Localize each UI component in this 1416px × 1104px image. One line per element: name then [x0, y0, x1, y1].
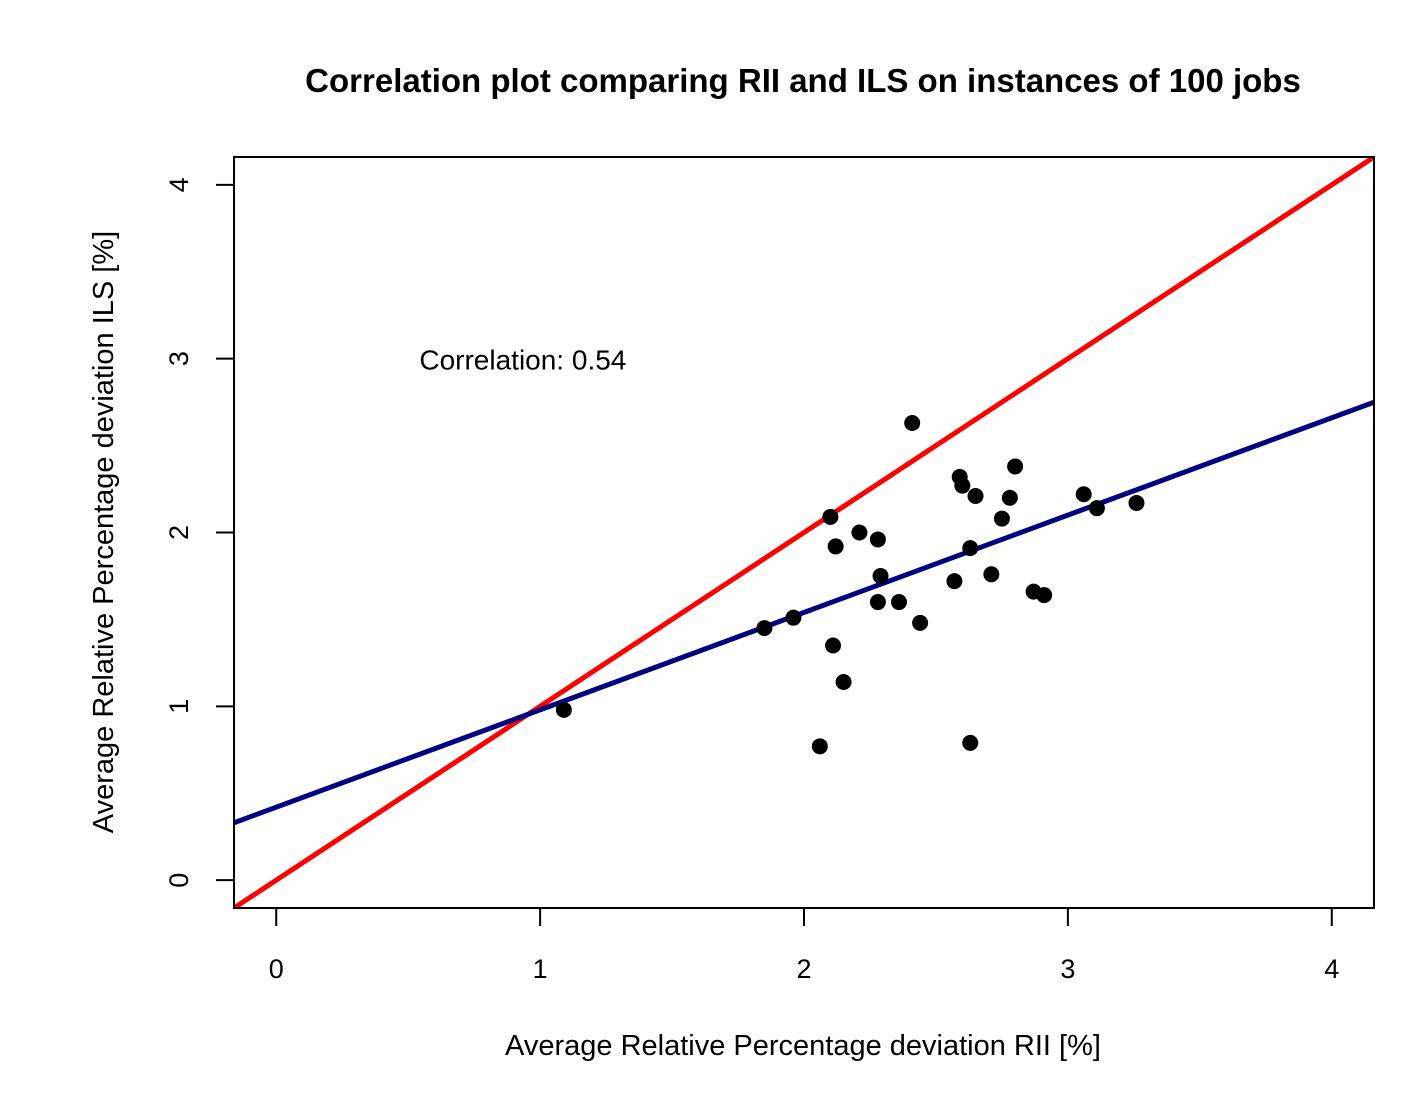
- data-point: [1036, 587, 1053, 604]
- data-point: [756, 620, 773, 637]
- chart-title: Correlation plot comparing RII and ILS o…: [305, 62, 1301, 99]
- data-point: [912, 614, 929, 631]
- data-point: [822, 508, 839, 525]
- data-point: [851, 524, 868, 541]
- data-point: [1128, 494, 1145, 511]
- y-tick-label: 4: [164, 177, 194, 192]
- data-point: [869, 594, 886, 611]
- data-point: [785, 609, 802, 626]
- y-tick-label: 3: [164, 351, 194, 366]
- data-point: [891, 594, 907, 611]
- data-point: [993, 510, 1010, 527]
- data-point: [869, 531, 886, 548]
- x-tick-label: 3: [1060, 954, 1075, 984]
- y-tick-label: 2: [164, 525, 194, 540]
- y-axis: 0 1 2 3 4: [164, 177, 235, 888]
- correlation-annotation: Correlation: 0.54: [419, 345, 626, 376]
- x-tick-label: 2: [796, 954, 811, 984]
- y-axis-label: Average Relative Percentage deviation IL…: [88, 231, 120, 833]
- data-point: [946, 573, 963, 590]
- x-tick-label: 0: [269, 954, 284, 984]
- data-point: [967, 487, 984, 504]
- x-axis-label: Average Relative Percentage deviation RI…: [505, 1030, 1101, 1062]
- data-point: [962, 734, 979, 751]
- data-point: [904, 414, 921, 431]
- x-tick-label: 1: [533, 954, 548, 984]
- x-axis: 0 1 2 3 4: [269, 907, 1339, 984]
- y-tick-label: 1: [164, 699, 194, 714]
- data-point: [1001, 489, 1018, 506]
- regression-line: [234, 399, 1374, 826]
- data-point: [872, 567, 889, 584]
- data-point: [827, 538, 844, 555]
- data-point: [1007, 458, 1024, 475]
- data-point: [1088, 500, 1105, 517]
- data-point: [811, 738, 828, 755]
- identity-line: [234, 157, 1374, 908]
- data-point: [555, 701, 572, 718]
- data-point: [954, 477, 971, 494]
- data-point: [835, 674, 852, 691]
- data-point: [962, 540, 979, 557]
- y-tick-label: 0: [164, 873, 194, 888]
- data-point: [1075, 486, 1092, 503]
- x-tick-label: 4: [1324, 954, 1339, 984]
- data-point: [825, 637, 842, 654]
- data-point: [983, 566, 1000, 583]
- plot-area: [234, 157, 1374, 908]
